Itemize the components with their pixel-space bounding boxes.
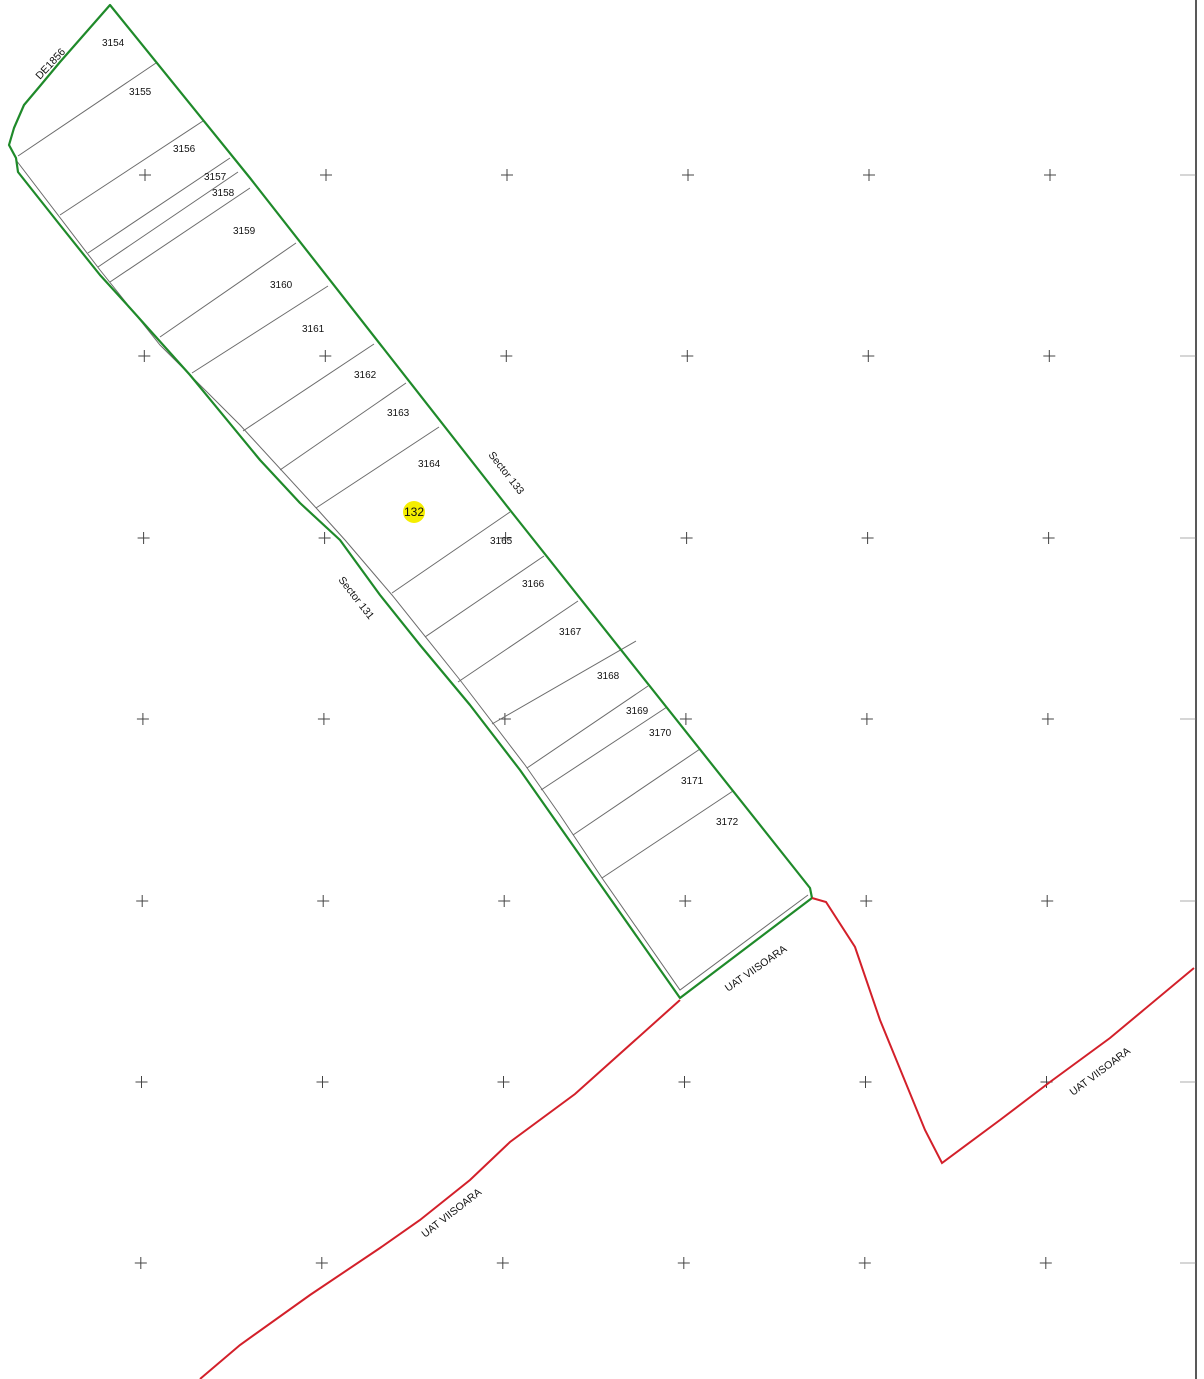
parcel-label[interactable]: 3155 xyxy=(129,87,152,98)
sector-number: 132 xyxy=(404,505,424,519)
parcel-divisions xyxy=(17,62,734,879)
parcel-label[interactable]: 3159 xyxy=(233,226,256,237)
parcel-label[interactable]: 3161 xyxy=(302,324,325,335)
parcel-label[interactable]: 3172 xyxy=(716,817,739,828)
parcel-label[interactable]: 3168 xyxy=(597,671,620,682)
parcel-label[interactable]: 3166 xyxy=(522,579,545,590)
inner-strip-edge xyxy=(15,159,809,991)
margin-ticks xyxy=(1180,174,1196,1264)
uat-label: UAT VIISOARA xyxy=(1068,1045,1133,1098)
uat-boundary-west xyxy=(199,999,681,1379)
parcel-label[interactable]: 3158 xyxy=(212,188,235,199)
sector-boundary xyxy=(7,3,814,1000)
road-label: DE1856 xyxy=(33,46,68,82)
parcel-label[interactable]: 3165 xyxy=(490,536,513,547)
parcel-label[interactable]: 3170 xyxy=(649,728,672,739)
sector-133-label: Sector 133 xyxy=(486,449,527,497)
parcel-label[interactable]: 3164 xyxy=(418,459,441,470)
parcel-label[interactable]: 3169 xyxy=(626,706,649,717)
parcel-label[interactable]: 3156 xyxy=(173,144,196,155)
parcel-label[interactable]: 3160 xyxy=(270,280,293,291)
parcel-label[interactable]: 3162 xyxy=(354,370,377,381)
sector-highlight-marker[interactable] xyxy=(403,501,425,523)
parcel-label[interactable]: 3171 xyxy=(681,776,704,787)
grid-crosses xyxy=(134,169,1056,1269)
uat-boundary-east xyxy=(811,897,1195,1165)
parcel-label[interactable]: 3167 xyxy=(559,627,582,638)
parcel-label[interactable]: 3163 xyxy=(387,408,410,419)
parcel-label[interactable]: 3157 xyxy=(204,172,227,183)
parcel-label[interactable]: 3154 xyxy=(102,38,125,49)
parcel-labels: 3154 3155 3156 3157 3158 3159 3160 3161 … xyxy=(102,38,739,828)
